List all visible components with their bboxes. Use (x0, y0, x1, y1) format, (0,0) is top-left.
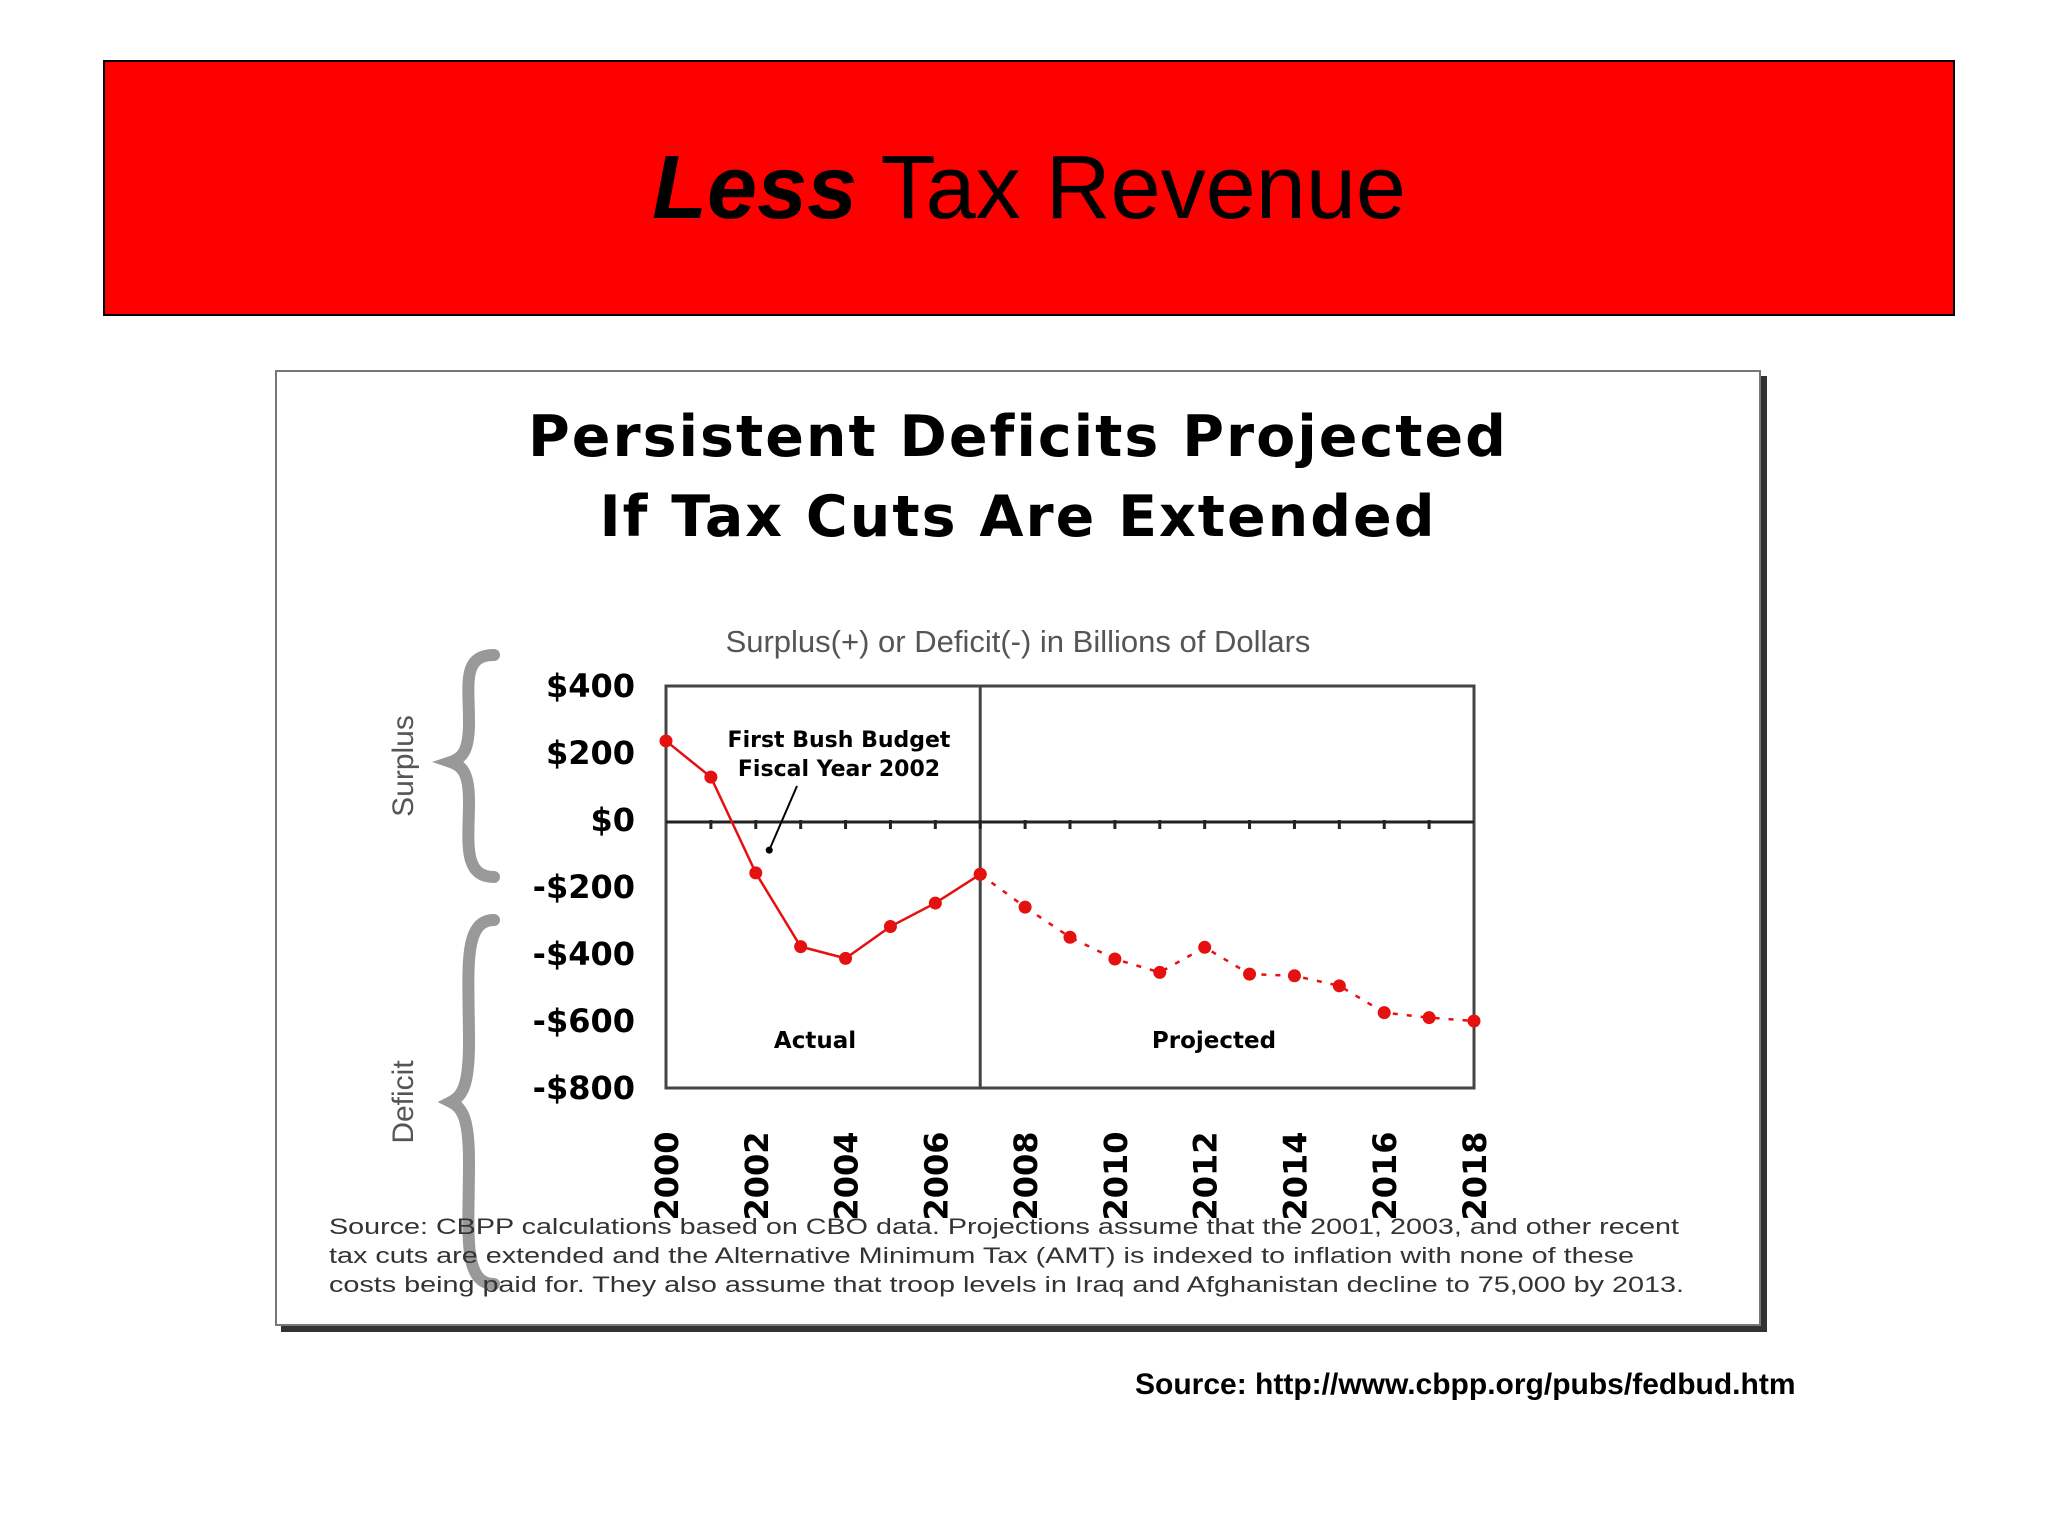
data-point (928, 896, 942, 910)
x-tick-labels: 2000 2002 2004 2006 2008 2010 2012 2014 2016 2018 (648, 1131, 1494, 1220)
y-tick-label: -$600 (533, 1002, 635, 1040)
annotation-line2: Fiscal Year 2002 (738, 757, 940, 782)
x-tick-label: 2018 (1456, 1131, 1494, 1220)
y-tick-label: $0 (590, 801, 635, 839)
y-tick-label: -$200 (533, 868, 635, 906)
data-point (1377, 1006, 1391, 1020)
y-tick-label: -$400 (533, 935, 635, 973)
data-point (794, 940, 808, 954)
x-tick-label: 2004 (828, 1131, 866, 1220)
region-label-projected: Projected (1152, 1028, 1276, 1054)
x-tick-label: 2000 (648, 1131, 686, 1220)
chart-subtitle: Surplus(+) or Deficit(-) in Billions of … (726, 624, 1311, 659)
deficit-brace-icon (437, 914, 500, 1290)
actual-series-line (665, 739, 981, 960)
x-tick-label: 2006 (917, 1131, 955, 1220)
footnote-line3: costs being paid for. They also assume t… (329, 1272, 1684, 1297)
chart-title-line2: If Tax Cuts Are Extended (599, 484, 1436, 550)
data-point (1198, 940, 1212, 954)
y-tick-label: $200 (546, 734, 635, 772)
data-point (839, 951, 853, 965)
footnote-line1: Source: CBPP calculations based on CBO d… (329, 1214, 1679, 1239)
x-tick-label: 2002 (738, 1131, 776, 1220)
chart-frame: Persistent Deficits Projected If Tax Cut… (275, 370, 1761, 1326)
data-point (1467, 1014, 1481, 1028)
y-tick-label: $400 (546, 667, 635, 705)
data-point (883, 920, 897, 934)
x-tick-marks (709, 820, 1431, 829)
chart: Persistent Deficits Projected If Tax Cut… (329, 404, 1684, 1297)
data-point (659, 734, 673, 748)
series-lines (665, 739, 1475, 1023)
data-point (1108, 952, 1122, 966)
footnote-line2: tax cuts are extended and the Alternativ… (329, 1243, 1634, 1268)
projected-series-line (979, 873, 1475, 1023)
region-label-actual: Actual (774, 1028, 856, 1054)
x-tick-label: 2010 (1097, 1131, 1135, 1220)
data-point (704, 770, 718, 784)
data-point (1018, 900, 1032, 914)
data-point (1332, 979, 1346, 993)
data-point (1153, 965, 1167, 979)
annotation-line1: First Bush Budget (728, 728, 951, 753)
data-point (1063, 930, 1077, 944)
surplus-brace-icon (432, 649, 500, 883)
x-tick-label: 2014 (1276, 1131, 1314, 1220)
y-tick-labels: $400 $200 $0 -$200 -$400 -$600 -$800 (533, 667, 635, 1107)
y-tick-label: -$800 (533, 1069, 635, 1107)
slide-title-emphasis: Less (652, 137, 858, 238)
chart-title-line1: Persistent Deficits Projected (528, 404, 1508, 470)
surplus-label: Surplus (387, 715, 420, 817)
annotation-arrow-head (765, 846, 773, 854)
data-point (749, 866, 763, 880)
slide-title: Less Tax Revenue (652, 137, 1406, 240)
series-points (659, 734, 1481, 1028)
data-point (1287, 969, 1301, 983)
x-tick-label: 2012 (1187, 1131, 1225, 1220)
slide-source: Source: http://www.cbpp.org/pubs/fedbud.… (1135, 1368, 1796, 1401)
data-point (973, 867, 987, 881)
x-tick-label: 2008 (1007, 1131, 1045, 1220)
deficit-label: Deficit (387, 1060, 420, 1144)
plot-area (664, 684, 1476, 1090)
data-point (1243, 967, 1257, 981)
slide-title-rest: Tax Revenue (857, 137, 1406, 238)
data-point (1422, 1011, 1436, 1025)
annotation-arrow (768, 785, 798, 851)
title-banner: Less Tax Revenue (103, 60, 1955, 316)
x-tick-label: 2016 (1366, 1131, 1404, 1220)
